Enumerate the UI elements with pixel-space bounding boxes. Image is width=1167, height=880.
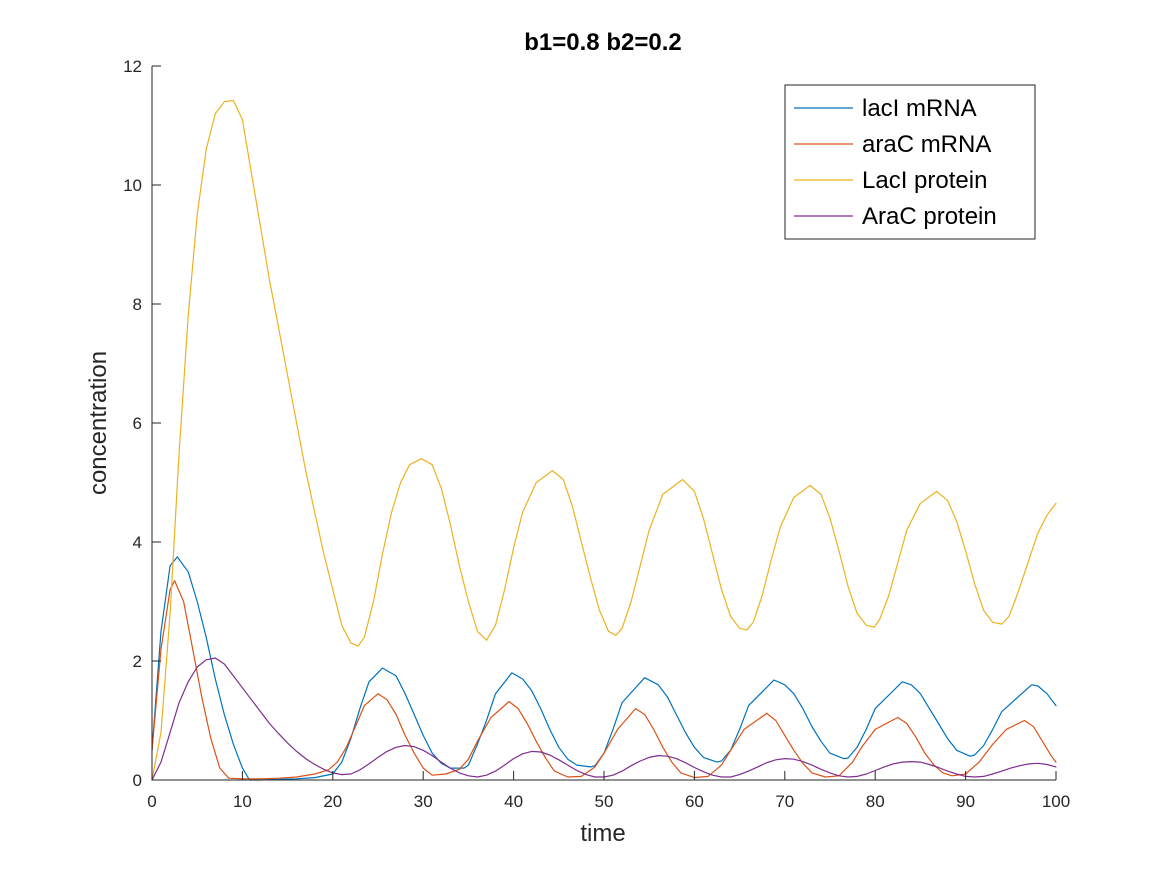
y-tick-label: 6 (133, 414, 142, 433)
x-tick-label: 20 (323, 792, 342, 811)
x-tick-label: 60 (685, 792, 704, 811)
x-tick-label: 0 (147, 792, 156, 811)
series-line-arac-mrna (151, 580, 1057, 780)
chart-title: b1=0.8 b2=0.2 (524, 29, 681, 56)
x-tick-label: 30 (414, 792, 433, 811)
legend-box (784, 84, 1036, 240)
y-tick-label: 12 (123, 57, 142, 76)
legend-label-arac-protein: AraC protein (862, 203, 997, 230)
x-tick-label: 80 (866, 792, 885, 811)
x-tick-layer: 0 10 20 30 40 50 60 70 80 90 100 (147, 771, 1070, 811)
x-tick-label: 100 (1042, 792, 1070, 811)
y-tick-label: 2 (133, 652, 142, 671)
legend-items: lacI mRNA araC mRNA LacI protein AraC prote… (794, 95, 997, 230)
y-tick-label: 0 (133, 771, 142, 790)
x-axis-label: time (580, 820, 625, 847)
y-tick-layer: 0 2 4 6 8 10 12 (123, 57, 161, 790)
legend-label-arac-mrna: araC mRNA (862, 131, 991, 158)
y-tick-label: 10 (123, 176, 142, 195)
x-tick-label: 90 (956, 792, 975, 811)
legend-label-laci-mrna: lacI mRNA (862, 95, 977, 122)
x-tick-label: 50 (595, 792, 614, 811)
x-tick-label: 40 (504, 792, 523, 811)
series-line-laci-protein (151, 99, 1057, 781)
y-axis-label: concentration (85, 351, 112, 495)
legend-label-laci-protein: LacI protein (862, 167, 987, 194)
series-line-laci-mrna (151, 556, 1057, 781)
x-tick-label: 10 (233, 792, 252, 811)
legend: lacI mRNA araC mRNA LacI protein AraC prote… (784, 84, 1036, 240)
y-tick-label: 8 (133, 295, 142, 314)
x-tick-label: 70 (775, 792, 794, 811)
y-tick-label: 4 (133, 533, 142, 552)
